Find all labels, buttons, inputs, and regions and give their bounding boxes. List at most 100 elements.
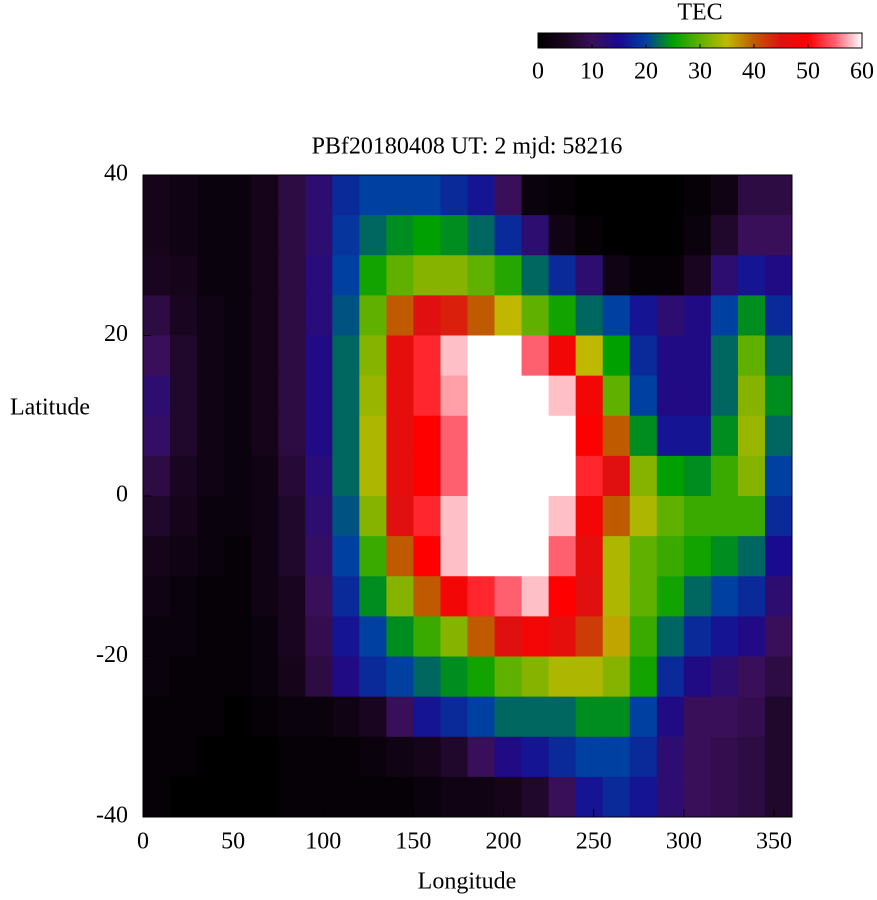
heatmap-cell: [629, 335, 658, 377]
heatmap-cell: [143, 455, 171, 497]
heatmap-cell: [575, 215, 604, 256]
heatmap-cell: [170, 776, 198, 818]
heatmap-cell: [413, 736, 441, 778]
heatmap-cell: [683, 696, 712, 738]
heatmap-cell: [494, 335, 523, 377]
heatmap-cell: [332, 215, 360, 256]
heatmap-cell: [278, 496, 306, 537]
heatmap-cell: [413, 576, 441, 617]
heatmap-cell: [170, 455, 198, 497]
heatmap-cell: [197, 576, 225, 617]
heatmap-cell: [386, 215, 414, 256]
heatmap-cell: [224, 255, 252, 296]
heatmap-cell: [386, 736, 414, 778]
heatmap-cell: [548, 415, 577, 457]
heatmap-cell: [494, 656, 523, 698]
heatmap-cell: [656, 295, 685, 336]
heatmap-cell: [359, 335, 387, 377]
heatmap-cell: [251, 415, 279, 457]
heatmap-cell: [332, 455, 360, 497]
colorbar-tick-label: 30: [688, 59, 712, 85]
heatmap-cell: [440, 776, 468, 818]
y-tick-label: -40: [96, 803, 128, 829]
heatmap-cell: [737, 415, 766, 457]
heatmap-cell: [602, 576, 631, 617]
heatmap-cell: [278, 175, 306, 216]
heatmap-cell: [359, 576, 387, 617]
heatmap-cell: [575, 616, 604, 657]
heatmap-cell: [683, 455, 712, 497]
heatmap-cell: [467, 656, 496, 698]
heatmap-cell: [386, 375, 414, 417]
heatmap-cell: [251, 656, 279, 698]
heatmap-cell: [143, 295, 171, 336]
heatmap-cell: [440, 335, 468, 377]
heatmap-cell: [278, 375, 306, 417]
heatmap-cell: [359, 295, 387, 336]
heatmap-cell: [737, 455, 766, 497]
heatmap-cell: [467, 215, 496, 256]
heatmap-cell: [332, 696, 360, 738]
heatmap-cell: [170, 175, 198, 216]
heatmap-cell: [251, 696, 279, 738]
heatmap-cell: [521, 496, 550, 537]
heatmap-cell: [413, 496, 441, 537]
heatmap-cell: [575, 576, 604, 617]
heatmap-cell: [629, 295, 658, 336]
heatmap-cell: [656, 536, 685, 577]
heatmap-cell: [467, 375, 496, 417]
heatmap-cell: [494, 255, 523, 296]
heatmap-cell: [710, 496, 739, 537]
heatmap-cell: [548, 175, 577, 216]
heatmap-cell: [197, 736, 225, 778]
heatmap-cell: [278, 736, 306, 778]
heatmap-cell: [467, 576, 496, 617]
heatmap-cell: [278, 776, 306, 818]
heatmap-cell: [764, 375, 793, 417]
colorbar-tick-label: 20: [634, 59, 658, 85]
heatmap-cell: [386, 335, 414, 377]
heatmap-cell: [656, 215, 685, 256]
heatmap-cell: [143, 616, 171, 657]
heatmap-cell: [764, 215, 793, 256]
heatmap-cell: [467, 496, 496, 537]
heatmap-cell: [656, 415, 685, 457]
heatmap-cell: [440, 455, 468, 497]
heatmap-cell: [386, 656, 414, 698]
heatmap-cell: [710, 656, 739, 698]
colorbar-tick-label: 10: [580, 59, 604, 85]
heatmap-cell: [224, 736, 252, 778]
heatmap-cell: [305, 776, 333, 818]
heatmap-cell: [467, 455, 496, 497]
heatmap-cell: [143, 175, 171, 216]
heatmap-cell: [602, 375, 631, 417]
heatmap-cell: [467, 255, 496, 296]
heatmap-cell: [494, 175, 523, 216]
heatmap-cell: [386, 175, 414, 216]
heatmap-cell: [629, 255, 658, 296]
heatmap-cell: [494, 455, 523, 497]
heatmap-cell: [359, 696, 387, 738]
heatmap-cell: [413, 375, 441, 417]
heatmap-cell: [629, 175, 658, 216]
heatmap-cell: [494, 536, 523, 577]
heatmap-cell: [710, 616, 739, 657]
heatmap-cell: [305, 696, 333, 738]
heatmap-cell: [359, 375, 387, 417]
heatmap-cell: [251, 616, 279, 657]
heatmap-cell: [305, 576, 333, 617]
heatmap-cell: [197, 496, 225, 537]
heatmap-cell: [494, 415, 523, 457]
x-tick-label: 150: [395, 829, 431, 855]
heatmap-cell: [575, 696, 604, 738]
heatmap-cell: [575, 255, 604, 296]
heatmap-cell: [737, 736, 766, 778]
heatmap-cell: [440, 696, 468, 738]
heatmap-cell: [764, 616, 793, 657]
colorbar-tick-label: 50: [796, 59, 820, 85]
heatmap-cell: [629, 455, 658, 497]
heatmap-cell: [413, 455, 441, 497]
heatmap-cell: [224, 576, 252, 617]
heatmap-cell: [602, 175, 631, 216]
